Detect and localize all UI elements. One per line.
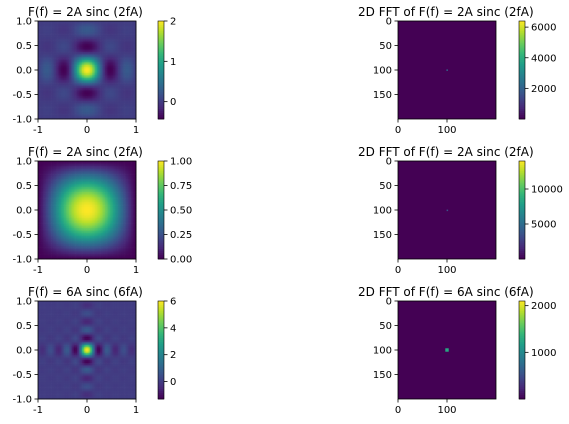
- colorbar-tick-label: 2000: [531, 84, 556, 95]
- colorbar-tick-label: 1: [170, 57, 176, 68]
- subplot-title: 2D FFT of F(f) = 2A sinc (2fA): [358, 5, 534, 19]
- y-tick-label: 1.0: [16, 17, 32, 28]
- y-tick-label: -0.5: [12, 90, 32, 101]
- x-tick-label: 0: [395, 125, 401, 136]
- y-tick-label: 150: [373, 90, 392, 101]
- x-tick-label: 1: [133, 125, 139, 136]
- colorbar-tick-label: 0: [170, 97, 176, 108]
- x-tick-label: 100: [437, 125, 456, 136]
- y-tick-label: 50: [379, 41, 392, 52]
- fft-peak: [446, 69, 448, 71]
- heatmap-cells: [38, 21, 136, 119]
- y-tick-label: -1.0: [12, 115, 32, 126]
- y-tick-label: 0.0: [16, 66, 32, 77]
- heatmap-cells: [38, 161, 136, 259]
- colorbar: 0 1 2: [158, 17, 176, 120]
- colorbar-tick-label: 6000: [531, 23, 556, 34]
- subplot-title: F(f) = 2A sinc (2fA): [28, 145, 143, 159]
- colorbar-tick-label: 4000: [531, 53, 556, 64]
- y-tick-label: 0.5: [16, 41, 32, 52]
- subplot-3: F(f) = 2A sinc (2fA)-1 0 11.00.50.0-0.5-1.…: [12, 145, 192, 276]
- subplot-2: 2D FFT of F(f) = 2A sinc (2fA)0 100050100…: [358, 5, 556, 136]
- y-tick-label: 100: [373, 66, 392, 77]
- colorbar: 2000 4000 6000: [519, 21, 556, 119]
- heatmap-cells: [446, 69, 448, 71]
- x-tick-label: -1: [33, 125, 43, 136]
- subplot-title: F(f) = 2A sinc (2fA): [28, 5, 143, 19]
- subplot-1: F(f) = 2A sinc (2fA) -1 0 1 1.0 0.5 0.0 -0.5 -1.…: [12, 5, 176, 136]
- y-tick-label: 0: [386, 17, 392, 28]
- x-tick-label: 0: [84, 125, 90, 136]
- colorbar-tick-label: 2: [170, 17, 176, 28]
